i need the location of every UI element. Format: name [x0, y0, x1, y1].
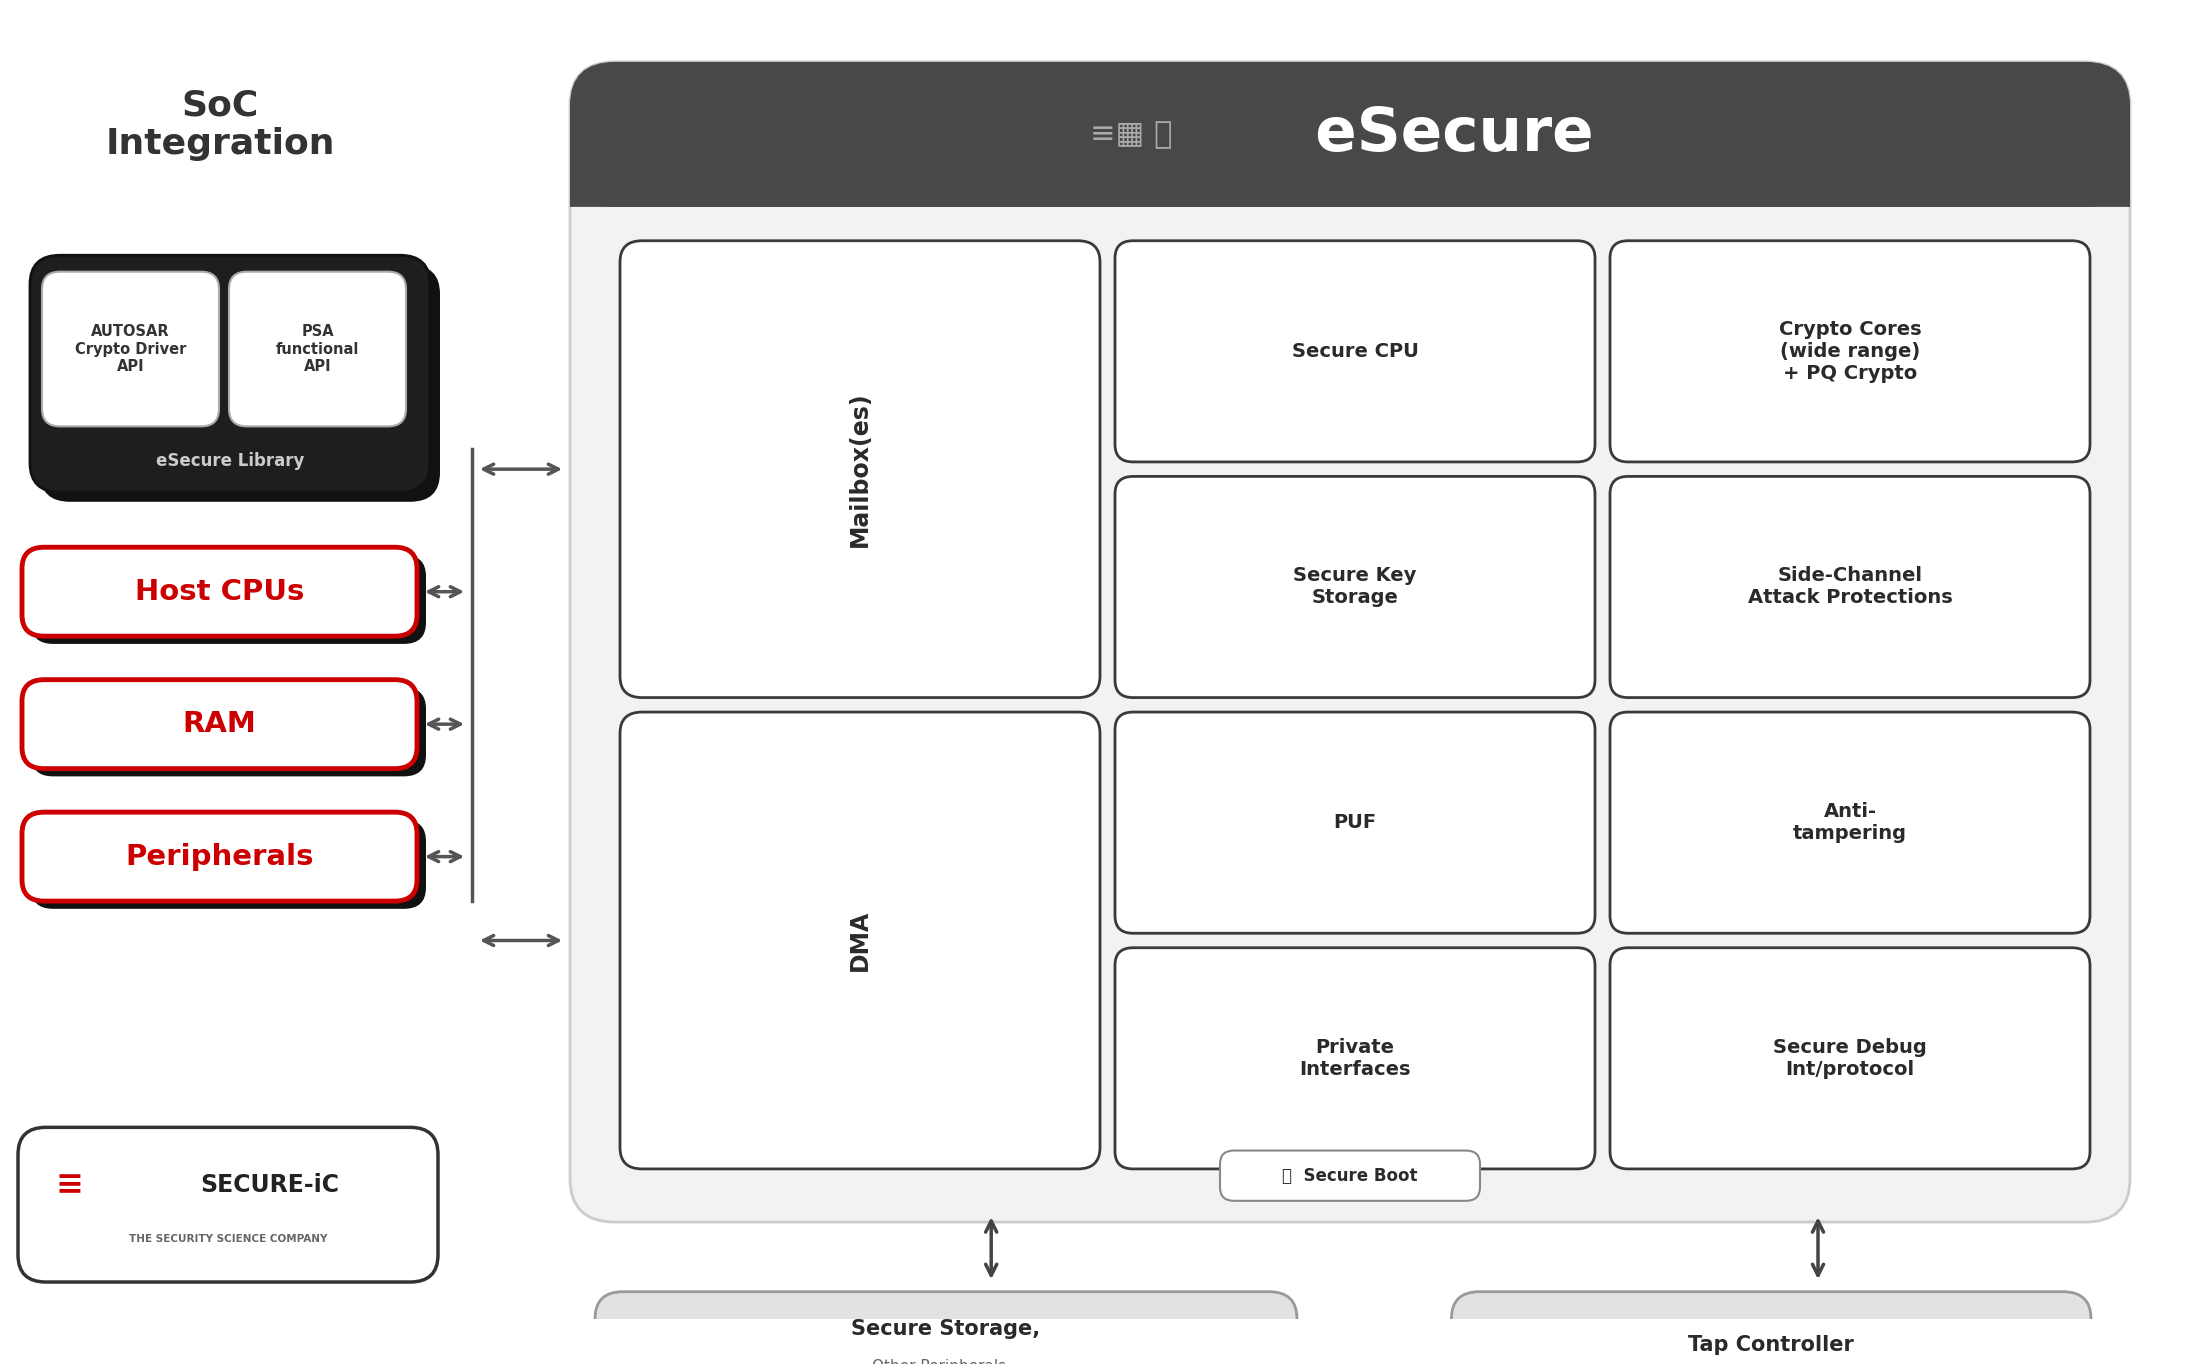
FancyBboxPatch shape: [595, 1292, 1296, 1364]
FancyBboxPatch shape: [1115, 712, 1596, 933]
FancyBboxPatch shape: [17, 1127, 437, 1282]
Text: ≡: ≡: [57, 1168, 83, 1202]
FancyBboxPatch shape: [42, 271, 219, 427]
Text: Host CPUs: Host CPUs: [136, 578, 304, 606]
FancyBboxPatch shape: [31, 555, 426, 644]
FancyBboxPatch shape: [31, 255, 431, 492]
Text: PUF: PUF: [1333, 813, 1377, 832]
FancyBboxPatch shape: [39, 265, 439, 502]
FancyBboxPatch shape: [31, 687, 426, 776]
FancyBboxPatch shape: [22, 812, 418, 902]
FancyBboxPatch shape: [1611, 948, 2090, 1169]
Text: Mailbox(es): Mailbox(es): [848, 391, 872, 547]
Text: Anti-
tampering: Anti- tampering: [1793, 802, 1906, 843]
FancyBboxPatch shape: [1115, 476, 1596, 697]
Text: Side-Channel
Attack Protections: Side-Channel Attack Protections: [1747, 566, 1952, 607]
FancyBboxPatch shape: [621, 712, 1100, 1169]
FancyBboxPatch shape: [1115, 948, 1596, 1169]
FancyBboxPatch shape: [22, 547, 418, 636]
Text: Secure Storage,: Secure Storage,: [850, 1319, 1041, 1339]
FancyBboxPatch shape: [571, 61, 2129, 1222]
Text: Private
Interfaces: Private Interfaces: [1298, 1038, 1410, 1079]
FancyBboxPatch shape: [1452, 1292, 2092, 1364]
Text: Secure Key
Storage: Secure Key Storage: [1294, 566, 1417, 607]
Text: THE SECURITY SCIENCE COMPANY: THE SECURITY SCIENCE COMPANY: [129, 1233, 328, 1244]
Text: SoC
Integration: SoC Integration: [105, 89, 334, 161]
Text: eSecure: eSecure: [1294, 105, 1594, 164]
Text: Secure Debug
Int/protocol: Secure Debug Int/protocol: [1773, 1038, 1926, 1079]
Text: Tap Controller: Tap Controller: [1688, 1335, 1854, 1354]
Text: ≡▦ ⛨: ≡▦ ⛨: [1091, 120, 1172, 149]
FancyBboxPatch shape: [230, 271, 407, 427]
Text: AUTOSAR
Crypto Driver
API: AUTOSAR Crypto Driver API: [74, 325, 186, 374]
FancyBboxPatch shape: [1611, 712, 2090, 933]
Text: RAM: RAM: [184, 711, 256, 738]
FancyBboxPatch shape: [571, 61, 2129, 207]
FancyBboxPatch shape: [1220, 1151, 1480, 1200]
FancyBboxPatch shape: [1611, 240, 2090, 462]
Text: Peripherals: Peripherals: [125, 843, 315, 870]
Text: DMA: DMA: [848, 910, 872, 971]
Text: ⚿  Secure Boot: ⚿ Secure Boot: [1283, 1166, 1419, 1185]
Text: Other Peripherals...: Other Peripherals...: [872, 1359, 1021, 1364]
FancyBboxPatch shape: [621, 240, 1100, 697]
Text: PSA
functional
API: PSA functional API: [275, 325, 359, 374]
FancyBboxPatch shape: [31, 820, 426, 908]
Text: Secure CPU: Secure CPU: [1292, 342, 1419, 361]
Text: SECURE-iC: SECURE-iC: [201, 1173, 339, 1196]
FancyBboxPatch shape: [1115, 240, 1596, 462]
Text: Crypto Cores
(wide range)
+ PQ Crypto: Crypto Cores (wide range) + PQ Crypto: [1779, 319, 1921, 383]
FancyBboxPatch shape: [22, 679, 418, 769]
Text: eSecure Library: eSecure Library: [155, 453, 304, 471]
FancyBboxPatch shape: [571, 127, 2129, 207]
FancyBboxPatch shape: [1611, 476, 2090, 697]
